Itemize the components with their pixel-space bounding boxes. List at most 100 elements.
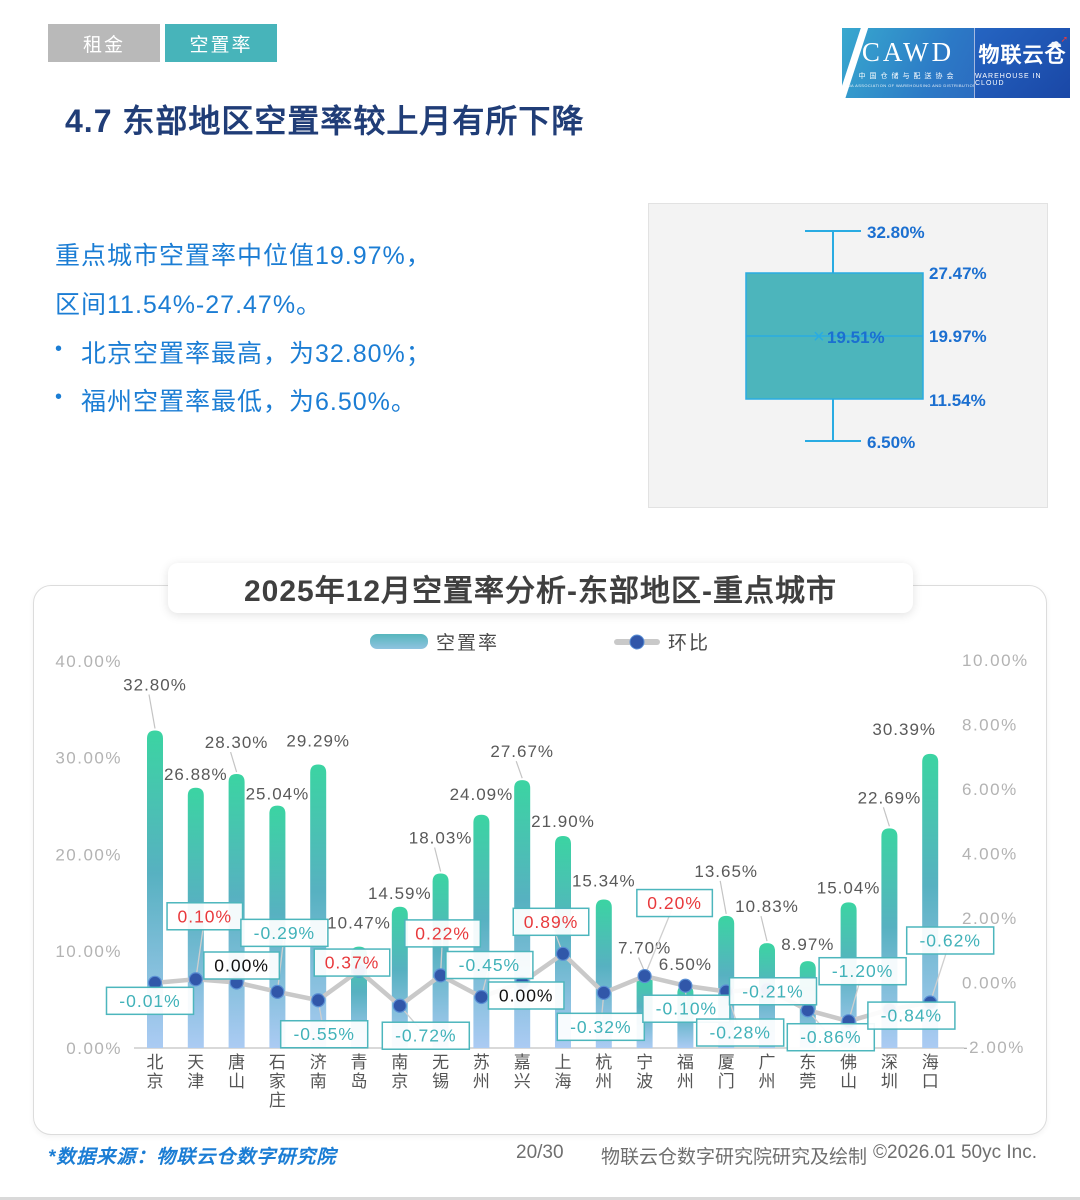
bar-value-label: 29.29% [286, 731, 350, 750]
bar-label-leader [230, 751, 238, 773]
summary-block: 重点城市空置率中位值19.97%， 区间11.54%-27.47%。 • 北京空… [55, 232, 615, 427]
x-axis-label[interactable]: 济南 [310, 1053, 327, 1091]
x-axis-label[interactable]: 深圳 [881, 1053, 898, 1091]
mom-value-label: -0.45% [459, 955, 520, 975]
line-point[interactable] [596, 985, 611, 1000]
line-point[interactable] [637, 968, 652, 984]
boxplot-q3-label: 27.47% [929, 264, 987, 283]
summary-bullet-1: • 北京空置率最高，为32.80%； [55, 330, 615, 379]
mom-value-box [445, 950, 534, 980]
summary-line-1: 重点城市空置率中位值19.97%， [55, 242, 432, 270]
x-axis-label[interactable]: 厦门 [718, 1053, 735, 1091]
vacancy-bar[interactable] [595, 899, 612, 1048]
bar-value-label: 30.39% [872, 720, 936, 739]
vacancy-bar[interactable] [391, 906, 408, 1048]
boxplot-min-label: 6.50% [867, 433, 915, 452]
x-axis-label[interactable]: 广州 [759, 1053, 776, 1091]
x-axis-label[interactable]: 无锡 [432, 1053, 449, 1091]
cawd-wordmark: CAWD [861, 36, 955, 67]
bar-value-label: 14.59% [368, 884, 432, 903]
mom-value-box [203, 951, 281, 980]
right-axis-tick: -2.00% [962, 1038, 1025, 1057]
bar-label-leader [760, 916, 768, 942]
right-axis-tick: 4.00% [962, 845, 1018, 864]
x-axis-label[interactable]: 上海 [555, 1053, 572, 1091]
mom-value-label: 0.22% [415, 923, 470, 943]
copyright-note: ©2026.01 50yc Inc. [873, 1142, 1037, 1163]
right-axis-tick: 0.00% [962, 974, 1018, 993]
mom-value-box [240, 918, 329, 948]
bar-label-leader [515, 760, 523, 779]
data-source-note: *数据来源：物联云仓数字研究院 [48, 1147, 337, 1168]
tab-rent[interactable]: 租金 [48, 24, 160, 62]
line-point[interactable] [188, 972, 203, 987]
x-axis-label[interactable]: 海口 [922, 1053, 939, 1091]
left-axis-tick: 40.00% [55, 652, 122, 671]
line-point[interactable] [555, 946, 571, 961]
mom-value-label: 0.00% [214, 956, 269, 976]
boxplot-q1-label: 11.54% [929, 391, 986, 410]
brand-logo: CAWD 中国仓储与配送协会 CHINA ASSOCIATION OF WARE… [842, 28, 1070, 98]
cawd-en-subtitle: CHINA ASSOCIATION OF WAREHOUSING AND DIS… [842, 82, 977, 88]
bullet-icon: • [55, 386, 64, 409]
line-point[interactable] [392, 998, 407, 1013]
x-axis-label[interactable]: 青岛 [351, 1053, 368, 1091]
line-point[interactable] [311, 993, 326, 1008]
cawd-cn-subtitle: 中国仓储与配送协会 [858, 72, 958, 80]
mom-value-box [313, 948, 391, 977]
right-axis-tick: 10.00% [962, 651, 1029, 670]
bottom-divider [0, 1197, 1080, 1200]
x-axis-label[interactable]: 杭州 [595, 1053, 612, 1091]
x-axis-label[interactable]: 东莞 [799, 1053, 816, 1091]
mom-value-box [556, 1012, 646, 1042]
page-title: 4.7 东部地区空置率较上月有所下降 [65, 103, 585, 139]
bar-value-label: 25.04% [246, 785, 310, 804]
vacancy-bar[interactable] [881, 828, 898, 1048]
x-axis-label[interactable]: 嘉兴 [514, 1053, 531, 1091]
right-axis-tick: 2.00% [962, 909, 1018, 928]
x-axis-label[interactable]: 天津 [187, 1053, 204, 1091]
x-axis-label[interactable]: 宁波 [636, 1053, 653, 1091]
right-axis-tick: 6.00% [962, 780, 1018, 799]
mom-value-label: -0.28% [709, 1023, 770, 1043]
x-axis-label[interactable]: 石家庄 [269, 1053, 286, 1110]
bar-value-label: 15.04% [817, 878, 881, 897]
legend-line-label: 环比 [668, 633, 711, 654]
mom-value-label: -0.29% [254, 923, 315, 943]
mom-value-label: 0.10% [177, 906, 232, 926]
x-axis-label[interactable]: 南京 [391, 1053, 408, 1091]
mom-value-box [695, 1018, 785, 1047]
vacancy-bar[interactable] [473, 814, 490, 1048]
vacancy-bar[interactable] [147, 730, 163, 1048]
line-point[interactable] [678, 978, 693, 993]
vacancy-bar[interactable] [432, 873, 449, 1048]
bar-value-label: 13.65% [694, 862, 758, 881]
vacancy-bar[interactable] [310, 764, 327, 1048]
mom-value-label: -0.55% [293, 1024, 354, 1044]
tab-vacancy-rate[interactable]: 空置率 [165, 24, 277, 62]
bar-value-label: 6.50% [659, 955, 712, 974]
legend-item-mom[interactable]: 环比 [614, 628, 710, 655]
x-axis-label[interactable]: 唐山 [228, 1052, 245, 1091]
x-axis-label[interactable]: 苏州 [473, 1053, 490, 1091]
bar-label-leader [148, 694, 156, 729]
x-axis-label[interactable]: 北京 [147, 1053, 164, 1091]
line-point[interactable] [474, 989, 489, 1005]
chart-title: 2025年12月空置率分析-东部地区-重点城市 [168, 563, 913, 613]
boxplot-mean-label: 19.51% [827, 328, 885, 347]
legend-bar-label: 空置率 [435, 633, 499, 654]
line-point[interactable] [800, 1003, 815, 1018]
line-point[interactable] [270, 984, 285, 999]
mom-value-label: -0.21% [742, 981, 803, 1001]
legend-item-vacancy[interactable]: 空置率 [369, 628, 499, 655]
x-axis-label[interactable]: 佛山 [840, 1053, 857, 1091]
bar-value-label: 28.30% [205, 733, 269, 752]
bar-value-label: 8.97% [781, 935, 834, 954]
boxplot-chart: 32.80% 27.47% 19.97% × 19.51% 11.54% 6.5… [745, 223, 987, 452]
vacancy-bar[interactable] [922, 753, 939, 1048]
mom-value-box [818, 956, 907, 986]
mom-value-box [279, 1019, 369, 1049]
x-axis-label[interactable]: 福州 [677, 1053, 694, 1091]
mom-value-label: -1.20% [832, 961, 893, 981]
